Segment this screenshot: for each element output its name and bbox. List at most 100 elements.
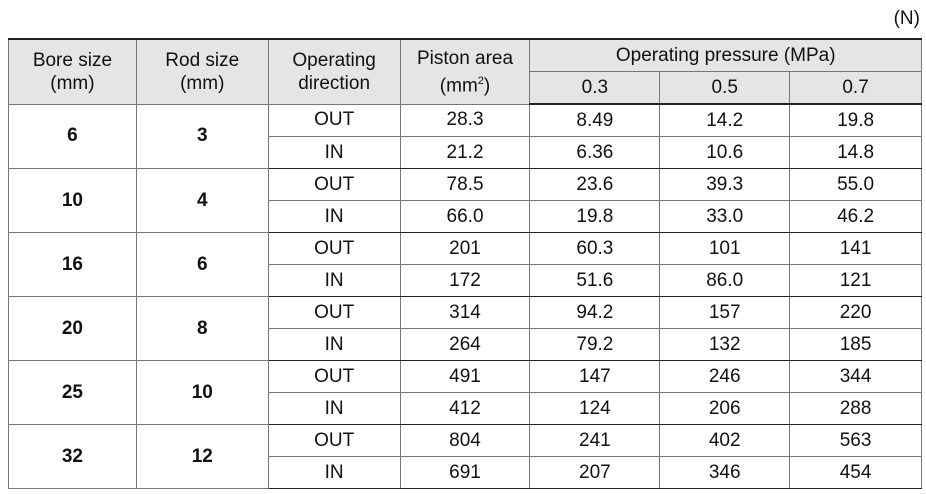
rod-cell: 8 — [135, 296, 269, 361]
direction-cell: OUT — [267, 360, 401, 393]
value-cell: 220 — [789, 296, 922, 329]
value-cell: 206 — [659, 392, 791, 425]
header-text: ) — [483, 74, 491, 96]
table-row: 10 4 OUT 78.5 23.6 39.3 55.0 — [8, 168, 922, 233]
force-table: Bore size (mm) Rod size (mm) Operating dire… — [8, 38, 922, 489]
rod-cell: 10 — [135, 360, 269, 425]
direction-cell: IN — [267, 264, 401, 297]
value-cell: 51.6 — [529, 264, 661, 297]
value-cell: 39.3 — [659, 168, 791, 201]
value-cell: 264 — [399, 328, 531, 361]
value-cell: 79.2 — [529, 328, 661, 361]
value-cell: 141 — [789, 232, 922, 265]
bore-cell: 32 — [8, 424, 137, 489]
value-cell: 28.3 — [399, 103, 531, 137]
value-cell: 94.2 — [529, 296, 661, 329]
value-cell: 241 — [529, 424, 661, 457]
direction-cell: IN — [267, 456, 401, 489]
value-cell: 19.8 — [529, 200, 661, 233]
value-cell: 66.0 — [399, 200, 531, 233]
direction-cell: OUT — [267, 168, 401, 201]
unit-label: (N) — [893, 8, 920, 29]
bore-cell: 20 — [8, 296, 137, 361]
value-cell: 344 — [789, 360, 922, 393]
direction-cell: IN — [267, 392, 401, 425]
value-cell: 132 — [659, 328, 791, 361]
table-row: IN 21.2 6.36 10.6 14.8 — [9, 136, 922, 169]
direction-cell: OUT — [267, 103, 401, 137]
direction-cell: OUT — [267, 232, 401, 265]
value-cell: 185 — [789, 328, 922, 361]
value-cell: 691 — [399, 456, 531, 489]
direction-cell: IN — [267, 136, 401, 169]
value-cell: 563 — [789, 424, 922, 457]
table-row: IN 66.0 19.8 33.0 46.2 — [9, 200, 922, 233]
header-text: Operating — [292, 49, 376, 71]
header-text: Piston area — [416, 47, 514, 69]
value-cell: 121 — [789, 264, 922, 297]
value-cell: 33.0 — [659, 200, 791, 233]
value-cell: 804 — [399, 424, 531, 457]
value-cell: 172 — [399, 264, 531, 297]
header-text: Rod size — [165, 49, 240, 71]
value-cell: 23.6 — [529, 168, 661, 201]
header-text: direction — [298, 72, 371, 94]
rod-cell: 6 — [135, 232, 269, 297]
table-row: IN 691 207 346 454 — [9, 456, 922, 489]
value-cell: 14.2 — [659, 103, 791, 137]
direction-cell: OUT — [267, 424, 401, 457]
header-cell: 0.3 — [529, 71, 661, 105]
header-cell: Bore size (mm) — [8, 38, 137, 105]
value-cell: 55.0 — [789, 168, 922, 201]
value-cell: 147 — [529, 360, 661, 393]
table-row: 25 10 OUT 491 147 246 344 — [8, 360, 922, 425]
value-cell: 6.36 — [529, 136, 661, 169]
header-cell: 0.7 — [789, 71, 922, 105]
value-cell: 412 — [399, 392, 531, 425]
bore-cell: 25 — [8, 360, 137, 425]
header-text: (mm) — [180, 72, 225, 94]
direction-cell: OUT — [267, 296, 401, 329]
header-sup: 2 — [477, 74, 484, 87]
value-cell: 454 — [789, 456, 922, 489]
value-cell: 60.3 — [529, 232, 661, 265]
direction-cell: IN — [267, 328, 401, 361]
header-cell: Piston area (mm2) — [399, 38, 531, 105]
header-text: Bore size — [32, 49, 113, 71]
table-row: 6 3 OUT 28.3 8.49 14.2 19.8 — [8, 103, 922, 169]
bore-cell: 10 — [8, 168, 137, 233]
value-cell: 101 — [659, 232, 791, 265]
value-cell: 246 — [659, 360, 791, 393]
value-cell: 124 — [529, 392, 661, 425]
value-cell: 402 — [659, 424, 791, 457]
value-cell: 86.0 — [659, 264, 791, 297]
value-cell: 8.49 — [529, 103, 661, 137]
value-cell: 19.8 — [789, 103, 922, 137]
header-text: (mm) — [50, 72, 95, 94]
table-row: 16 6 OUT 201 60.3 101 141 — [8, 232, 922, 297]
value-cell: 78.5 — [399, 168, 531, 201]
value-cell: 157 — [659, 296, 791, 329]
rod-cell: 3 — [135, 103, 269, 169]
rod-cell: 4 — [135, 168, 269, 233]
value-cell: 21.2 — [399, 136, 531, 169]
header-cell: Operating pressure (MPa) — [529, 38, 922, 72]
table-row: 20 8 OUT 314 94.2 157 220 — [8, 296, 922, 361]
value-cell: 46.2 — [789, 200, 922, 233]
header-cell: 0.5 — [659, 71, 791, 105]
table-row: IN 412 124 206 288 — [9, 392, 922, 425]
value-cell: 14.8 — [789, 136, 922, 169]
value-cell: 288 — [789, 392, 922, 425]
table-row: IN 172 51.6 86.0 121 — [9, 264, 922, 297]
value-cell: 346 — [659, 456, 791, 489]
header-cell: Rod size (mm) — [135, 38, 269, 105]
bore-cell: 6 — [8, 103, 137, 169]
value-cell: 207 — [529, 456, 661, 489]
header-cell: Operating direction — [267, 38, 401, 105]
bore-cell: 16 — [8, 232, 137, 297]
value-cell: 491 — [399, 360, 531, 393]
value-cell: 314 — [399, 296, 531, 329]
table-row: 32 12 OUT 804 241 402 563 — [8, 424, 922, 489]
header-text: (mm — [439, 74, 478, 96]
